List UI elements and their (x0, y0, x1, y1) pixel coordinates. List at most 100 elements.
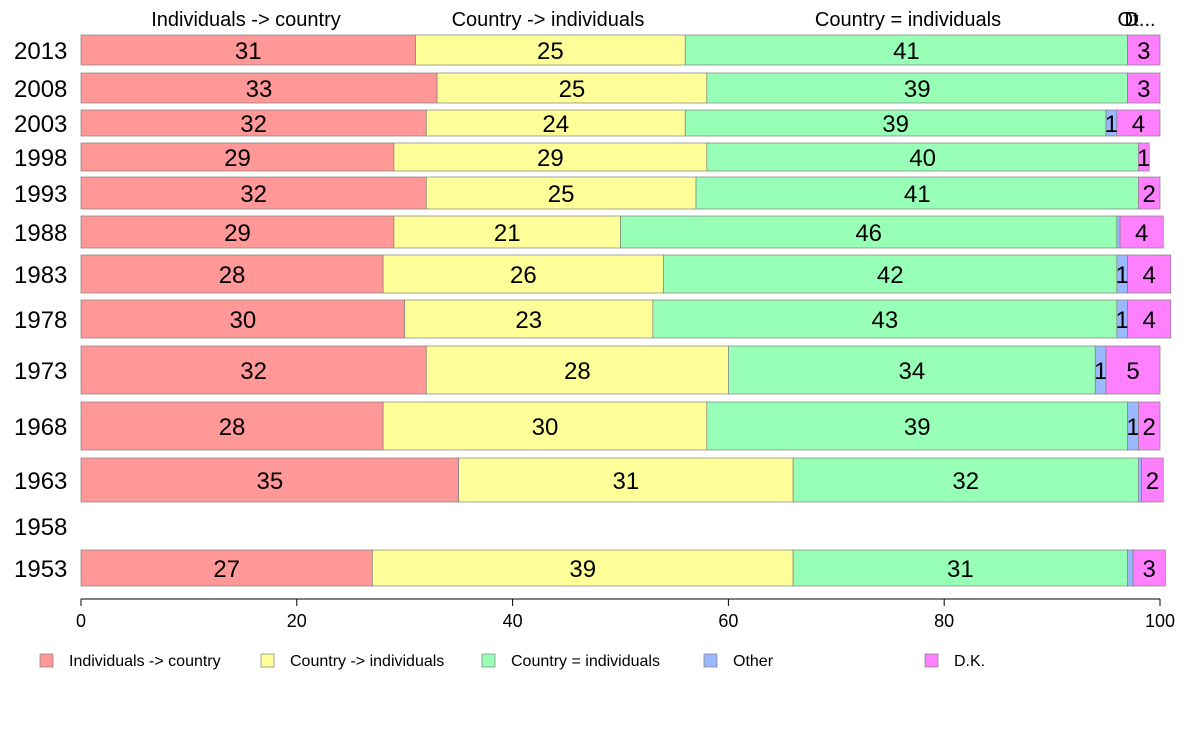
legend-label-other: Other (733, 653, 774, 670)
data-label-1998-country-individuals: 29 (537, 145, 564, 172)
bar-1973-country-individuals (425, 345, 729, 395)
bar-1988-other (1116, 215, 1121, 249)
bar-1998-individuals-country (80, 142, 395, 172)
bar-1993-d-k (1138, 176, 1161, 210)
year-label-1978: 1978 (14, 307, 67, 334)
bar-1963-d-k (1141, 457, 1164, 503)
data-label-1973-country-individuals: 28 (564, 358, 591, 385)
data-label-1973-country-individuals: 34 (898, 358, 925, 385)
data-label-1998-country-individuals: 40 (909, 145, 936, 172)
bar-1983-individuals-country (80, 254, 384, 294)
data-label-1983-country-individuals: 42 (877, 262, 904, 289)
data-label-2008-country-individuals: 39 (904, 76, 931, 103)
legend-swatch-d-k (924, 653, 939, 668)
year-label-1963: 1963 (14, 468, 67, 495)
legend-label-country-individuals: Country = individuals (511, 653, 660, 670)
bar-2008-country-individuals (706, 72, 1128, 104)
data-label-1953-country-individuals: 39 (569, 556, 596, 583)
year-label-2003: 2003 (14, 111, 67, 138)
bar-1988-individuals-country (80, 215, 395, 249)
data-label-2003-country-individuals: 39 (882, 111, 909, 138)
legend: Individuals -> country Country -> individ… (39, 653, 985, 670)
data-label-1963-individuals-country: 35 (256, 468, 283, 495)
data-label-1983-individuals-country: 28 (219, 262, 246, 289)
data-label-1998-individuals-country: 29 (224, 145, 251, 172)
column-header-ot: Ot (1117, 9, 1139, 31)
legend-label-country-individuals: Country -> individuals (290, 653, 444, 670)
data-label-1953-country-individuals: 31 (947, 556, 974, 583)
legend-label-individuals-country: Individuals -> country (69, 653, 221, 670)
data-label-2008-individuals-country: 33 (246, 76, 273, 103)
data-label-2003-other: 1 (1105, 111, 1118, 138)
data-label-1968-country-individuals: 30 (532, 414, 559, 441)
year-label-1998: 1998 (14, 145, 67, 172)
bar-1988-d-k (1119, 215, 1164, 249)
year-label-1953: 1953 (14, 556, 67, 583)
data-label-1983-country-individuals: 26 (510, 262, 537, 289)
data-label-1978-other: 1 (1116, 307, 1129, 334)
data-label-2013-country-individuals: 25 (537, 38, 564, 65)
bar-2013-country-individuals (415, 34, 686, 66)
data-label-1968-individuals-country: 28 (219, 414, 246, 441)
column-header-individuals-country: Individuals -> country (151, 9, 341, 31)
bar-2013-d-k (1127, 34, 1161, 66)
bar-1968-country-individuals (382, 401, 708, 451)
year-label-2013: 2013 (14, 38, 67, 65)
bar-1983-country-individuals (663, 254, 1118, 294)
bar-1983-country-individuals (382, 254, 665, 294)
data-label-1993-country-individuals: 25 (548, 181, 575, 208)
data-label-1993-d-k: 2 (1143, 181, 1156, 208)
data-label-1993-individuals-country: 32 (240, 181, 267, 208)
data-label-1978-individuals-country: 30 (229, 307, 256, 334)
data-label-2013-country-individuals: 41 (893, 38, 920, 65)
x-axis: 0 20 40 60 80 100 (76, 598, 1175, 631)
bar-1973-country-individuals (728, 345, 1096, 395)
bar-2008-d-k (1127, 72, 1161, 104)
bar-1988-country-individuals (393, 215, 621, 249)
data-label-1988-individuals-country: 29 (224, 220, 251, 247)
data-label-1983-other: 1 (1116, 262, 1129, 289)
data-label-1978-country-individuals: 43 (872, 307, 899, 334)
legend-swatch-country-individuals (260, 653, 275, 668)
data-label-1953-d-k: 3 (1143, 556, 1156, 583)
bar-1968-individuals-country (80, 401, 384, 451)
data-label-1973-individuals-country: 32 (240, 358, 267, 385)
bar-1953-country-individuals (371, 549, 794, 587)
data-label-1968-other: 1 (1126, 414, 1139, 441)
bar-1978-country-individuals (404, 299, 654, 339)
legend-swatch-country-individuals (481, 653, 496, 668)
data-label-1988-country-individuals: 46 (855, 220, 882, 247)
bar-1998-country-individuals (706, 142, 1139, 172)
legend-swatch-other (703, 653, 718, 668)
bar-1993-individuals-country (80, 176, 427, 210)
bar-1953-d-k (1132, 549, 1166, 587)
data-label-2013-d-k: 3 (1137, 38, 1150, 65)
data-label-1978-d-k: 4 (1143, 307, 1156, 334)
data-label-1973-other: 1 (1094, 358, 1107, 385)
bar-1953-country-individuals (792, 549, 1128, 587)
bar-1968-country-individuals (706, 401, 1128, 451)
data-label-1963-d-k: 2 (1146, 468, 1159, 495)
data-label-1993-country-individuals: 41 (904, 181, 931, 208)
data-label-1973-d-k: 5 (1126, 358, 1139, 385)
bar-1993-country-individuals (695, 176, 1139, 210)
bar-1983-d-k (1127, 254, 1172, 294)
bar-1978-country-individuals (652, 299, 1118, 339)
data-label-2008-country-individuals: 25 (559, 76, 586, 103)
column-header-country-individuals: Country = individuals (815, 9, 1001, 31)
legend-swatch-individuals-country (39, 653, 54, 668)
bar-2003-country-individuals (425, 109, 686, 137)
bar-1993-country-individuals (425, 176, 697, 210)
data-label-1998-d-k: 1 (1137, 145, 1150, 172)
legend-label-d-k: D.K. (954, 653, 985, 670)
bar-1968-d-k (1138, 401, 1161, 451)
bar-1963-country-individuals (792, 457, 1139, 503)
data-label-2013-individuals-country: 31 (235, 38, 262, 65)
bar-2003-country-individuals (684, 109, 1107, 137)
bar-1973-individuals-country (80, 345, 427, 395)
data-label-1988-country-individuals: 21 (494, 220, 521, 247)
year-label-2008: 2008 (14, 76, 67, 103)
year-label-1973: 1973 (14, 358, 67, 385)
bar-2003-individuals-country (80, 109, 427, 137)
